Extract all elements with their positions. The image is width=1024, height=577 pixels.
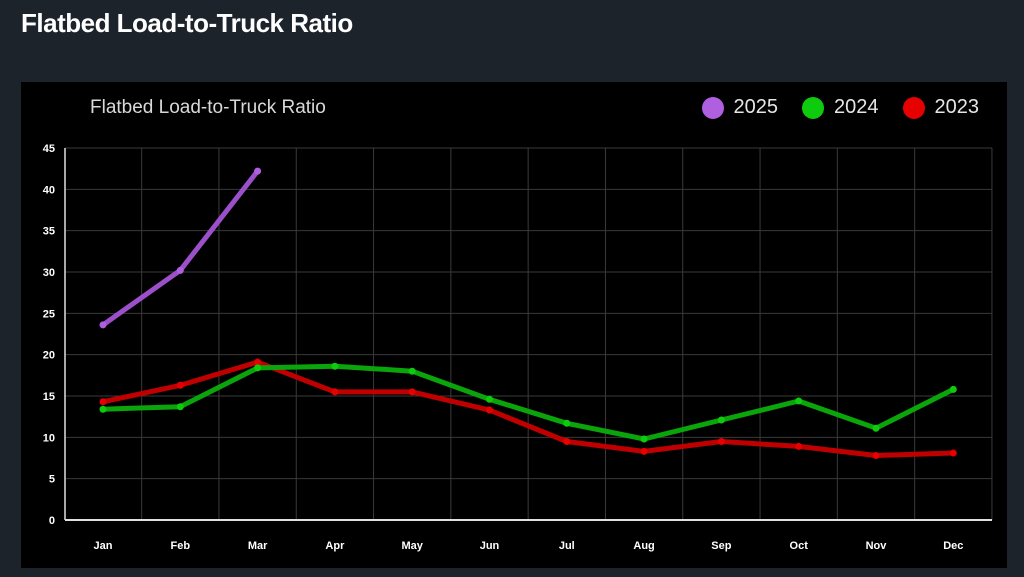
data-point-2024	[176, 403, 184, 411]
series-line-2025	[100, 168, 261, 328]
data-point-2023	[872, 452, 880, 460]
data-point-2023	[717, 437, 725, 445]
chart-legend: 2025 2024 2023	[701, 96, 980, 119]
chart-card: Flatbed Load-to-Truck Ratio 2025 2024 20…	[21, 82, 1007, 568]
y-tick-label: 30	[43, 267, 55, 279]
series-layer	[99, 167, 957, 460]
legend-label-2025: 2025	[733, 96, 779, 118]
x-tick-label: Nov	[866, 540, 888, 552]
x-tick-label: Apr	[325, 540, 345, 552]
y-tick-label: 0	[49, 515, 55, 527]
y-tick-label: 20	[43, 350, 55, 362]
data-point-2024	[640, 435, 648, 443]
data-point-2024	[563, 419, 571, 427]
data-point-2024	[331, 362, 339, 370]
legend-item-2023[interactable]: 2023	[902, 96, 980, 119]
grid-lines	[65, 147, 993, 520]
x-tick-label: Dec	[943, 540, 963, 552]
y-tick-label: 35	[43, 226, 55, 238]
data-point-2024	[872, 424, 880, 432]
y-tick-label: 5	[49, 474, 55, 486]
legend-label-2024: 2024	[834, 96, 879, 118]
page-heading: Flatbed Load-to-Truck Ratio	[21, 8, 353, 38]
data-point-2023	[99, 398, 107, 406]
legend-swatch-2025	[701, 96, 724, 119]
data-point-2023	[486, 406, 493, 414]
legend-label-2023: 2023	[934, 96, 980, 118]
x-tick-label: Oct	[790, 540, 809, 552]
legend-swatch-2023	[902, 96, 925, 119]
data-point-2023	[795, 442, 803, 450]
x-tick-label: Jan	[94, 540, 113, 552]
tick-labels: 0 5 10 15 20 25 30 35 40 45 Jan Feb Mar Apr May Jun Jul A…	[43, 143, 964, 552]
x-tick-label: Jul	[559, 540, 575, 552]
data-point-2024	[408, 367, 416, 375]
data-point-2025	[254, 167, 262, 175]
x-tick-label: May	[401, 540, 423, 552]
data-point-2023	[949, 449, 957, 457]
data-point-2023	[176, 381, 184, 389]
data-point-2023	[408, 388, 416, 396]
data-point-2024	[949, 385, 957, 393]
y-tick-label: 45	[43, 143, 55, 155]
data-point-2025	[99, 321, 107, 329]
axes	[64, 148, 992, 521]
data-point-2025	[176, 266, 184, 274]
data-point-2024	[254, 364, 262, 372]
line-chart-plot: 0 5 10 15 20 25 30 35 40 45 Jan Feb Mar Apr May Jun Jul A…	[43, 143, 993, 552]
y-tick-label: 15	[43, 391, 55, 403]
y-tick-label: 40	[43, 184, 55, 196]
data-point-2023	[331, 388, 339, 396]
data-point-2024	[486, 395, 493, 403]
y-tick-label: 10	[43, 432, 55, 444]
data-point-2023	[254, 358, 262, 366]
x-tick-label: Feb	[171, 540, 191, 552]
data-point-2024	[99, 405, 107, 413]
x-tick-label: Aug	[633, 540, 654, 552]
series-line-2023	[100, 359, 956, 458]
data-point-2024	[795, 397, 803, 405]
legend-item-2025[interactable]: 2025	[701, 96, 779, 119]
y-tick-label: 25	[43, 308, 55, 320]
x-tick-label: Jun	[480, 540, 500, 552]
data-point-2023	[640, 447, 648, 455]
data-point-2024	[717, 416, 725, 424]
series-line-2024	[100, 363, 956, 442]
legend-swatch-2024	[802, 96, 824, 119]
chart-title: Flatbed Load-to-Truck Ratio	[90, 97, 326, 118]
x-tick-label: Mar	[248, 540, 268, 552]
data-point-2023	[563, 437, 571, 445]
legend-item-2024[interactable]: 2024	[802, 96, 879, 119]
x-tick-label: Sep	[711, 540, 731, 552]
